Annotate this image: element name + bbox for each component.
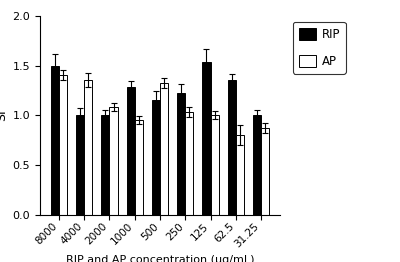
Bar bbox=[228, 80, 236, 215]
Bar bbox=[177, 93, 185, 215]
Bar bbox=[51, 66, 59, 215]
Bar bbox=[261, 128, 269, 215]
Bar bbox=[127, 88, 135, 215]
Bar bbox=[202, 62, 210, 215]
X-axis label: RIP and AP concentration (μg/mL): RIP and AP concentration (μg/mL) bbox=[66, 255, 254, 262]
Bar bbox=[110, 107, 118, 215]
Bar bbox=[253, 115, 261, 215]
Bar bbox=[236, 135, 244, 215]
Bar bbox=[160, 83, 168, 215]
Bar bbox=[84, 80, 92, 215]
Bar bbox=[185, 112, 193, 215]
Legend: RIP, AP: RIP, AP bbox=[293, 22, 346, 74]
Bar bbox=[59, 75, 67, 215]
Y-axis label: SI: SI bbox=[0, 110, 8, 121]
Bar bbox=[102, 115, 110, 215]
Bar bbox=[152, 100, 160, 215]
Bar bbox=[76, 115, 84, 215]
Bar bbox=[210, 115, 218, 215]
Bar bbox=[135, 120, 143, 215]
